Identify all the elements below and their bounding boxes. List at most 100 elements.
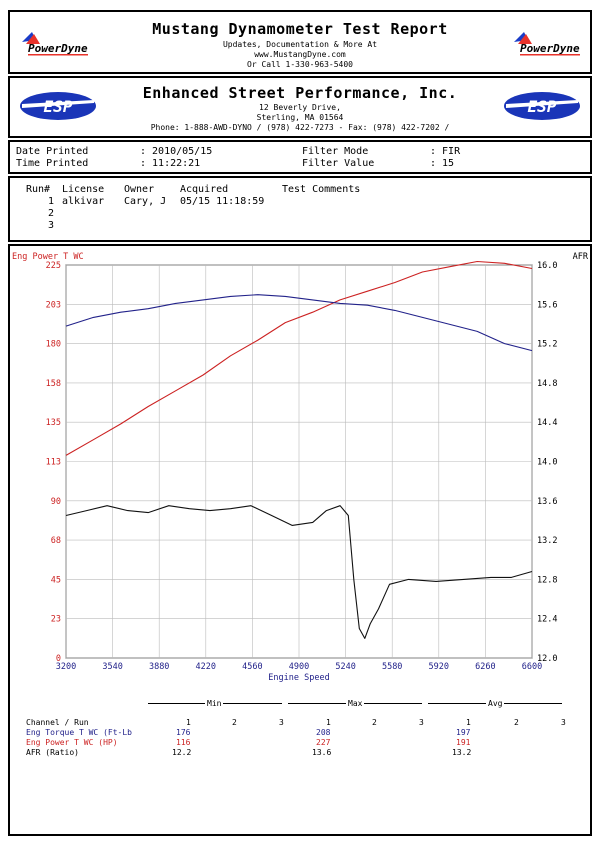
powerdyne-logo-left: PowerDyne [22, 32, 88, 56]
stats-channel-header: Channel / Run [26, 718, 89, 727]
run-3-number: 3 [48, 220, 55, 231]
esp-logo-right: ESP [504, 92, 580, 120]
runs-header-owner: Owner [124, 184, 155, 195]
stats-header-avg: Avg [486, 699, 505, 708]
stats-row-power-max: 227 [316, 738, 331, 747]
runs-table: Run# License Owner Acquired Test Comment… [8, 176, 592, 242]
x-tick-label: 6600 [522, 662, 542, 672]
run-1-owner: Cary, J [124, 196, 167, 207]
esp-logo-left: ESP [20, 92, 96, 120]
runs-header-run: Run# [26, 184, 51, 195]
runs-header-acquired: Acquired [180, 184, 229, 195]
afr-line [65, 505, 533, 639]
x-tick-label: 5580 [382, 662, 402, 672]
time-printed-label: Time Printed [16, 158, 89, 169]
filter-value-value: : 15 [430, 158, 455, 169]
stats-row-afr-min: 12.2 [172, 748, 192, 757]
y-left-tick-label: 180 [46, 340, 61, 350]
x-tick-label: 5240 [335, 662, 355, 672]
y-left-tick-label: 158 [46, 379, 61, 389]
stats-row-power-avg: 191 [456, 738, 471, 747]
stats-col-avg-1: 1 [466, 718, 471, 727]
header-line3: Or Call 1-330-963-5400 [247, 60, 353, 69]
y-left-tick-label: 113 [46, 458, 61, 468]
torque-line [65, 294, 533, 352]
shop-info: ESP ESP Enhanced Street Performance, Inc… [8, 76, 592, 138]
run-1-number: 1 [48, 196, 55, 207]
x-tick-label: 5920 [429, 662, 449, 672]
stats-header-max: Max [346, 699, 365, 708]
shop-address1: 12 Beverly Drive, [259, 103, 341, 112]
x-axis-label: Engine Speed [268, 673, 329, 683]
stats-col-max-2: 2 [372, 718, 377, 727]
header-line2: www.MustangDyne.com [254, 50, 346, 59]
right-axis-label: AFR [573, 252, 589, 262]
y-left-tick-label: 0 [56, 654, 61, 664]
header-line1: Updates, Documentation & More At [222, 40, 378, 49]
runs-header-license: License [62, 184, 105, 195]
run-2-number: 2 [48, 208, 55, 219]
stats-col-max-3: 3 [419, 718, 424, 727]
print-info: Date Printed : 2010/05/15 Time Printed :… [8, 140, 592, 174]
x-tick-label: 4220 [196, 662, 216, 672]
chart-panel [8, 244, 592, 836]
run-1-acquired: 05/15 11:18:59 [180, 196, 265, 207]
y-right-tick-label: 16.0 [537, 261, 557, 271]
svg-text:ESP: ESP [528, 97, 557, 116]
y-right-tick-label: 14.8 [537, 379, 557, 389]
y-left-tick-label: 225 [46, 261, 61, 271]
date-printed-value: : 2010/05/15 [140, 146, 213, 157]
y-left-tick-label: 135 [46, 418, 61, 428]
y-right-tick-label: 13.2 [537, 536, 557, 546]
shop-phone: Phone: 1-888-AWD-DYNO / (978) 422-7273 -… [150, 123, 450, 132]
power-line [65, 260, 533, 456]
y-right-tick-label: 14.0 [537, 458, 557, 468]
runs-header-comments: Test Comments [282, 184, 361, 195]
y-right-tick-label: 12.4 [537, 615, 557, 625]
filter-mode-label: Filter Mode [302, 146, 369, 157]
stats-row-torque-min: 176 [176, 728, 191, 737]
stats-col-max-1: 1 [326, 718, 331, 727]
date-printed-label: Date Printed [16, 146, 89, 157]
report-title: Mustang Dynamometer Test Report [152, 20, 448, 38]
svg-text:PowerDyne: PowerDyne [520, 42, 580, 55]
stats-row-torque-max: 208 [316, 728, 331, 737]
svg-text:ESP: ESP [44, 97, 73, 116]
run-1-license: alkivar [62, 196, 105, 207]
filter-mode-value: : FIR [430, 146, 461, 157]
x-tick-label: 4900 [289, 662, 309, 672]
x-tick-label: 3880 [149, 662, 169, 672]
stats-col-avg-2: 2 [514, 718, 519, 727]
y-right-tick-label: 12.0 [537, 654, 557, 664]
report-header: PowerDyne PowerDyne Mustang Dynamometer … [8, 10, 592, 74]
shop-address2: Sterling, MA 01564 [256, 113, 344, 122]
stats-row-power-min: 116 [176, 738, 191, 747]
time-printed-value: : 11:22:21 [140, 158, 201, 169]
y-left-tick-label: 90 [51, 497, 61, 507]
stats-row-afr-channel: AFR (Ratio) [26, 748, 79, 757]
y-left-tick-label: 23 [51, 615, 61, 625]
stats-row-afr-avg: 13.2 [452, 748, 472, 757]
svg-text:PowerDyne: PowerDyne [28, 42, 88, 55]
shop-name: Enhanced Street Performance, Inc. [142, 84, 458, 102]
stats-row-torque-avg: 197 [456, 728, 471, 737]
stats-col-min-1: 1 [186, 718, 191, 727]
x-tick-label: 3540 [102, 662, 122, 672]
left-axis-label: Eng Power T WC [12, 252, 84, 262]
stats-col-min-3: 3 [279, 718, 284, 727]
y-right-tick-label: 15.2 [537, 340, 557, 350]
x-tick-label: 4560 [242, 662, 262, 672]
x-tick-label: 6260 [475, 662, 495, 672]
y-right-tick-label: 15.6 [537, 300, 557, 310]
stats-col-avg-3: 3 [561, 718, 566, 727]
stats-row-torque-channel: Eng Torque T WC (Ft-Lb [26, 728, 132, 737]
filter-value-label: Filter Value [302, 158, 375, 169]
x-tick-label: 3200 [56, 662, 76, 672]
stats-row-afr-max: 13.6 [312, 748, 332, 757]
y-left-tick-label: 45 [51, 575, 61, 585]
y-right-tick-label: 12.8 [537, 575, 557, 585]
dyno-chart: 3200 3540 3880 4220 4560 4900 5240 5580 5920 6260… [12, 252, 589, 683]
y-left-tick-label: 68 [51, 536, 61, 546]
stats-col-min-2: 2 [232, 718, 237, 727]
stats-row-power-channel: Eng Power T WC (HP) [26, 738, 118, 747]
